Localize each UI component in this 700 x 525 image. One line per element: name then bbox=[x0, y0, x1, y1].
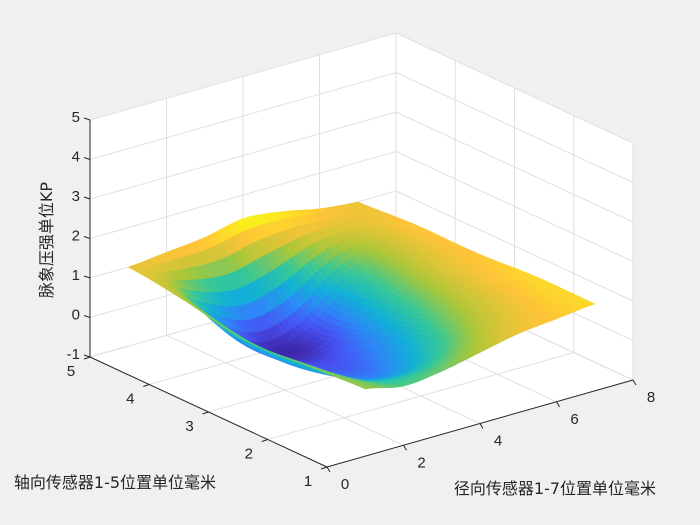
z-tick-label: -1 bbox=[67, 346, 80, 363]
x-tick-label: 4 bbox=[494, 433, 502, 450]
z-tick-label: 4 bbox=[72, 149, 80, 166]
y-tick-mark bbox=[83, 356, 91, 360]
y-tick-label: 2 bbox=[245, 446, 253, 463]
z-tick-label: 3 bbox=[72, 188, 80, 205]
z-tick-mark bbox=[83, 196, 91, 200]
grid-line-z bbox=[395, 111, 634, 223]
y-tick-label: 3 bbox=[185, 418, 193, 435]
y-tick-mark bbox=[261, 439, 268, 442]
grid-line-y bbox=[267, 352, 574, 440]
surface bbox=[127, 201, 596, 390]
z-tick-label: 2 bbox=[72, 228, 80, 245]
grid-line-z bbox=[395, 32, 634, 144]
grid-line-z bbox=[89, 111, 397, 200]
x-tick-mark bbox=[632, 379, 637, 386]
y-tick-mark bbox=[320, 466, 328, 470]
y-tick-label: 4 bbox=[126, 391, 134, 408]
z-tick-mark bbox=[83, 236, 91, 239]
y-tick-label: 1 bbox=[304, 473, 312, 490]
x-tick-label: 8 bbox=[647, 389, 655, 406]
x-tick-label: 0 bbox=[341, 476, 349, 493]
x-tick-mark bbox=[479, 423, 484, 429]
grid-line-z bbox=[395, 72, 634, 183]
y-tick-label: 5 bbox=[67, 363, 75, 380]
x-tick-mark bbox=[403, 444, 407, 451]
grid-line-z bbox=[395, 151, 634, 262]
z-tick-mark bbox=[83, 315, 91, 318]
grid-line-z bbox=[89, 151, 397, 239]
z-tick-mark bbox=[83, 354, 91, 358]
grid-line-z bbox=[89, 32, 397, 121]
y-tick-mark bbox=[202, 411, 209, 415]
z-tick-mark bbox=[83, 275, 91, 279]
z-axis-label: 脉象压强单位KP bbox=[37, 182, 56, 298]
z-tick-label: 1 bbox=[72, 267, 80, 284]
x-tick-mark bbox=[556, 401, 560, 408]
z-tick-label: 5 bbox=[72, 109, 80, 126]
z-tick-mark bbox=[83, 157, 91, 160]
grid-line-z bbox=[395, 190, 634, 302]
x-tick-mark bbox=[326, 466, 331, 473]
z-tick-label: 0 bbox=[72, 307, 80, 324]
surface-patch bbox=[356, 384, 372, 390]
y-tick-mark bbox=[143, 384, 150, 387]
x-tick-label: 2 bbox=[417, 454, 425, 471]
y-axis-label: 轴向传感器1-5位置单位毫米 bbox=[14, 473, 216, 492]
grid-line-z bbox=[89, 72, 397, 160]
axis-lines bbox=[83, 117, 637, 473]
z-tick-mark bbox=[83, 117, 91, 121]
x-axis-label: 径向传感器1-7位置单位毫米 bbox=[454, 479, 656, 498]
x-tick-label: 6 bbox=[570, 411, 578, 428]
